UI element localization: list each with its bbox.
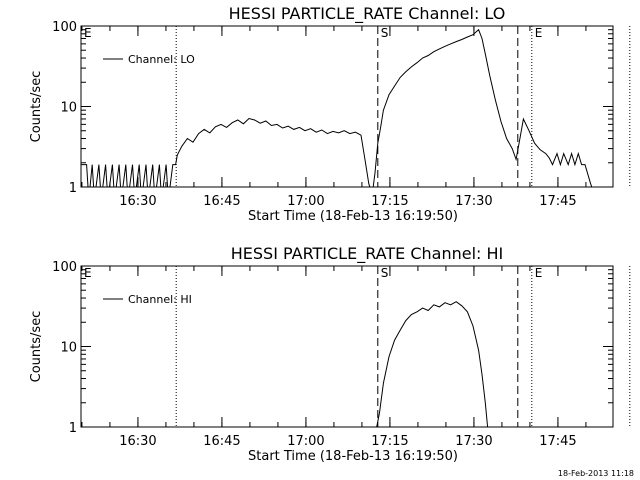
x-tick-label: 17:45	[539, 194, 576, 209]
chart-lo: HESSI PARTICLE_RATE Channel: LO 1 10 100 16:…	[29, 4, 631, 224]
footer-timestamp: 18-Feb-2013 11:18	[558, 469, 634, 478]
legend-label: Channel: LO	[128, 53, 195, 66]
marker-label: E	[84, 26, 92, 40]
marker-label: E	[535, 26, 543, 40]
x-tick-label: 17:15	[371, 434, 408, 449]
x-tick-label: 16:30	[119, 194, 156, 209]
y-tick-label: 100	[52, 20, 77, 35]
x-tick-label: 17:45	[539, 434, 576, 449]
series-line-0	[376, 301, 489, 427]
marker-label: E	[84, 266, 92, 280]
y-axis-label: Counts/sec	[29, 71, 44, 143]
y-tick-label: 100	[52, 260, 77, 275]
y-tick-label: 10	[60, 101, 77, 116]
y-tick-label: 10	[60, 341, 77, 356]
marker-label: S	[381, 266, 389, 280]
x-tick-label: 17:00	[287, 434, 324, 449]
series-line-0	[81, 28, 593, 187]
x-tick-label: 17:15	[371, 194, 408, 209]
x-tick-label: 17:00	[287, 194, 324, 209]
y-tick-label: 1	[69, 181, 77, 196]
x-tick-label: 16:45	[203, 434, 240, 449]
chart-hi: HESSI PARTICLE_RATE Channel: HI 1 10 100 16:…	[29, 244, 631, 464]
plot-frame	[80, 265, 614, 428]
x-axis-label: Start Time (18-Feb-13 16:19:50)	[248, 449, 458, 464]
x-tick-label: 16:30	[119, 434, 156, 449]
x-axis-label: Start Time (18-Feb-13 16:19:50)	[248, 209, 458, 224]
x-tick-label: 16:45	[203, 194, 240, 209]
y-axis-label: Counts/sec	[29, 311, 44, 383]
x-tick-label: 17:30	[455, 194, 492, 209]
y-tick-label: 1	[69, 421, 77, 436]
chart-title: HESSI PARTICLE_RATE Channel: LO	[229, 4, 506, 24]
x-tick-label: 17:30	[455, 434, 492, 449]
chart-title: HESSI PARTICLE_RATE Channel: HI	[231, 244, 504, 264]
marker-label: E	[535, 266, 543, 280]
plot-frame	[80, 25, 614, 188]
marker-label: S	[381, 26, 389, 40]
legend-label: Channel: HI	[128, 293, 192, 306]
